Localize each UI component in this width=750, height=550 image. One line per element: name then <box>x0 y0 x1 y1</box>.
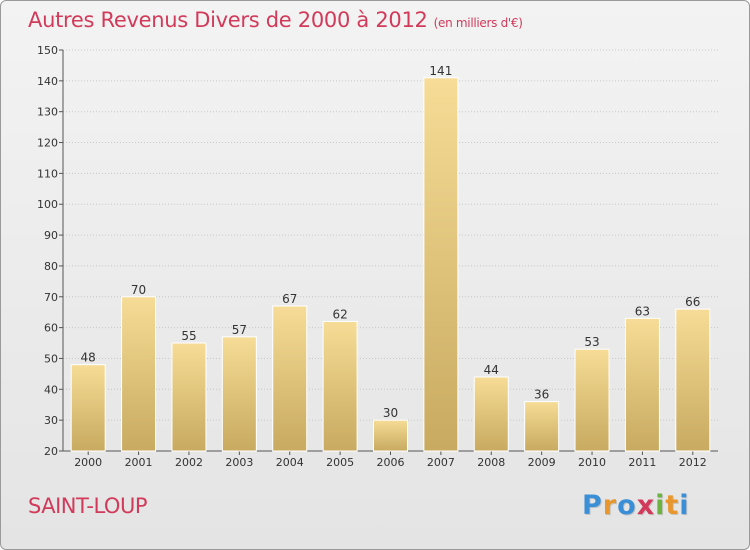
y-tick-label: 60 <box>44 322 58 335</box>
bar <box>272 305 308 452</box>
x-tick-label: 2000 <box>74 456 102 469</box>
x-tick-label: 2007 <box>427 456 455 469</box>
grid-lines <box>63 49 718 452</box>
y-tick-label: 110 <box>37 167 58 180</box>
y-tick-label: 30 <box>44 414 58 427</box>
labels: 20 30 40 50 60 70 80 90 100 110 120 130 140 150 2000 48… <box>37 44 707 469</box>
x-tick-label: 2004 <box>276 456 304 469</box>
bar <box>574 348 610 452</box>
logo-letter: t <box>665 490 680 521</box>
bar <box>171 342 207 452</box>
logo-letter: r <box>602 490 618 521</box>
data-label: 44 <box>484 363 499 377</box>
town-name: SAINT-LOUP <box>28 494 147 518</box>
bar <box>121 296 157 452</box>
y-axis <box>59 49 718 455</box>
x-tick-label: 2002 <box>175 456 203 469</box>
chart-unit: (en milliers d'€) <box>433 16 523 30</box>
logo-letter: P <box>582 490 603 521</box>
x-tick-label: 2011 <box>628 456 656 469</box>
x-tick-label: 2003 <box>225 456 253 469</box>
y-tick-label: 130 <box>37 106 58 119</box>
y-tick-label: 140 <box>37 75 58 88</box>
x-tick-label: 2008 <box>477 456 505 469</box>
x-tick-label: 2001 <box>125 456 153 469</box>
y-tick-label: 120 <box>37 137 58 150</box>
bars <box>70 77 711 452</box>
logo-letter: o <box>617 490 637 521</box>
bar <box>221 336 257 452</box>
data-label: 141 <box>429 64 452 78</box>
y-tick-label: 70 <box>44 291 58 304</box>
logo-letter: i <box>679 490 690 521</box>
y-tick-label: 150 <box>37 44 58 57</box>
data-label: 36 <box>534 388 549 402</box>
x-tick-label: 2006 <box>377 456 405 469</box>
bar <box>473 376 509 452</box>
data-label: 30 <box>383 406 398 420</box>
bar <box>322 320 358 452</box>
x-tick-label: 2009 <box>528 456 556 469</box>
x-tick-label: 2012 <box>679 456 707 469</box>
y-tick-label: 80 <box>44 260 58 273</box>
bar <box>70 364 106 452</box>
y-tick-label: 100 <box>37 198 58 211</box>
chart-title-text: Autres Revenus Divers de 2000 à 2012 <box>28 8 428 32</box>
proxiti-logo: Proxiti <box>582 490 690 521</box>
data-label: 67 <box>282 292 297 306</box>
bar <box>675 308 711 452</box>
data-label: 66 <box>685 295 700 309</box>
y-tick-label: 50 <box>44 352 58 365</box>
data-label: 53 <box>584 335 599 349</box>
data-label: 55 <box>181 329 196 343</box>
data-label: 70 <box>131 283 146 297</box>
x-tick-label: 2005 <box>326 456 354 469</box>
bar <box>423 77 459 452</box>
data-label: 62 <box>332 307 347 321</box>
y-tick-label: 20 <box>44 445 58 458</box>
chart-title: Autres Revenus Divers de 2000 à 2012 (en … <box>28 8 523 32</box>
y-tick-label: 90 <box>44 229 58 242</box>
data-label: 63 <box>635 304 650 318</box>
bar <box>524 401 560 452</box>
data-label: 48 <box>81 351 96 365</box>
x-tick-label: 2010 <box>578 456 606 469</box>
data-label: 57 <box>232 323 247 337</box>
logo-letter: i <box>655 490 666 521</box>
logo-letter: x <box>636 490 656 521</box>
y-tick-label: 40 <box>44 383 58 396</box>
bar <box>624 317 660 452</box>
bar <box>373 419 408 452</box>
